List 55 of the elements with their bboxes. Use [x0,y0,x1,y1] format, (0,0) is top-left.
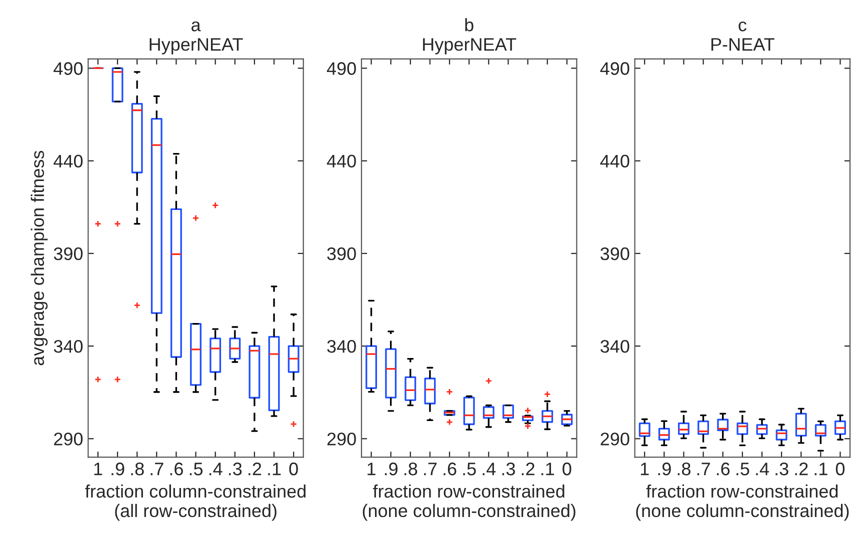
y-tick-label: 390 [54,247,83,260]
y-tick-label: 340 [54,340,83,353]
y-tick-label: 290 [600,432,630,446]
x-axis-title: fraction row-constrained (none column-constrained) [362,484,576,521]
x-tick-label: 0 [289,462,298,476]
y-tick-label: 290 [54,432,83,446]
chart-title: c P-NEAT [711,21,774,51]
y-tick-label: 440 [54,154,83,168]
x-tick-label: .5 [736,462,750,476]
x-tick-label: .8 [131,462,144,476]
x-tick-label: .1 [541,462,554,476]
x-tick-label: .3 [776,462,788,476]
x-tick-label: .4 [482,462,496,476]
x-tick-label: .6 [716,462,730,476]
x-tick-label: .6 [444,462,456,476]
x-tick-label: .7 [697,462,710,476]
y-tick-label: 290 [327,432,356,446]
x-tick-label: .8 [404,462,418,476]
x-tick-label: .9 [658,462,671,476]
x-tick-label: .3 [502,462,515,476]
y-tick-label: 340 [327,340,356,353]
y-tick-label: 440 [326,154,356,168]
x-tick-label: 1 [368,462,376,476]
x-tick-label: .4 [756,462,769,476]
x-tick-label: .9 [384,462,398,476]
x-tick-label: .6 [170,462,183,476]
y-tick-label: 490 [54,62,83,75]
x-tick-label: .2 [795,462,808,476]
y-tick-label: 390 [327,247,356,260]
chart-title: b HyperNEAT [423,18,516,54]
x-tick-label: .2 [522,462,534,476]
y-tick-label: 490 [326,62,356,75]
y-tick-label: 440 [600,154,630,168]
chart-title: a HyperNEAT [150,21,243,54]
x-tick-label: .2 [248,462,262,476]
x-tick-label: .5 [190,462,203,476]
x-tick-label: .4 [209,462,222,476]
x-tick-label: .5 [463,462,476,476]
x-axis-title: fraction row-constrained (none column-constrained) [636,484,849,521]
x-tick-label: .3 [229,462,242,476]
y-tick-label: 340 [600,340,630,353]
x-tick-label: 1 [640,462,649,476]
x-tick-label: .7 [424,462,437,476]
x-axis-title: fraction column-constrained (all row-constrained) [85,484,306,521]
x-tick-label: .1 [268,462,281,476]
x-tick-label: 0 [836,462,845,476]
x-tick-label: 1 [94,462,102,476]
x-tick-label: .9 [112,462,124,476]
x-tick-label: .7 [150,462,164,476]
x-tick-label: .1 [814,462,828,476]
y-axis-title: avgerage champion fitness [30,150,48,366]
y-tick-label: 390 [600,247,630,260]
x-tick-label: 0 [562,462,572,476]
y-tick-label: 490 [600,62,630,75]
x-tick-label: .8 [678,462,690,476]
